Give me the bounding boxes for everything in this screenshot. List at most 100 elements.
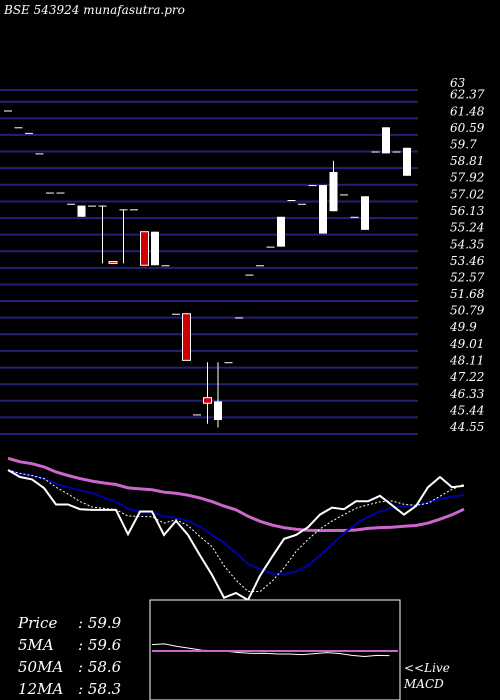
candle-body [403, 147, 411, 176]
y-tick-label: 57.92 [450, 171, 484, 185]
y-tick-label: 49.9 [449, 320, 477, 334]
candle-body [140, 231, 149, 266]
y-tick-label: 58.81 [450, 154, 484, 168]
y-tick-label: 63 [450, 76, 466, 90]
candle [140, 231, 149, 266]
macd-panel [149, 599, 401, 700]
candle-body [214, 401, 222, 421]
y-tick-label: 56.13 [450, 204, 485, 218]
candle-body [256, 265, 264, 267]
candle-body [130, 209, 138, 211]
stat-key: 12MA [18, 680, 64, 698]
candle-body [245, 274, 254, 276]
candle-body [361, 196, 369, 230]
stat-value: : 58.6 [78, 658, 122, 676]
y-tick-label: 46.33 [449, 387, 485, 401]
candle [319, 185, 327, 234]
candle [298, 203, 306, 205]
stat-row: 50MA: 58.6 [18, 656, 121, 678]
candle [266, 246, 275, 248]
candle [350, 216, 359, 218]
candle-body [382, 127, 390, 154]
ma-short-line [7, 469, 465, 593]
candle-body [151, 231, 159, 266]
macd-label: <<Live MACD [404, 660, 450, 692]
candle [224, 362, 233, 364]
y-tick-label: 52.57 [450, 270, 485, 284]
candle [403, 147, 411, 176]
candle [161, 265, 170, 267]
candle [151, 231, 159, 266]
y-tick-label: 60.59 [450, 121, 485, 135]
stat-value: : 59.6 [78, 636, 122, 654]
candle-body [182, 313, 191, 361]
candle [56, 192, 65, 194]
candle-body [35, 153, 44, 155]
candle-body [193, 414, 201, 416]
candle [182, 313, 191, 361]
candle [14, 127, 23, 129]
candle [46, 192, 54, 194]
ma-long-line [7, 456, 465, 533]
chart-title: BSE 543924 munafasutra.pro [4, 3, 185, 17]
stat-row: 12MA : 58.3 [18, 678, 121, 700]
candle [308, 185, 317, 187]
candle-body [392, 151, 401, 153]
candle-body [224, 362, 233, 364]
candle [119, 209, 128, 264]
y-tick-label: 44.55 [449, 420, 484, 434]
candle [235, 317, 243, 319]
price-line [7, 469, 465, 602]
y-tick-label: 62.37 [450, 88, 485, 102]
y-tick-label: 49.01 [449, 337, 484, 351]
candle-body [287, 200, 296, 202]
candle [88, 205, 96, 207]
stat-value: : 58.3 [78, 680, 122, 698]
ma-mid-line [7, 469, 465, 576]
candle-body [298, 203, 306, 205]
candle [25, 132, 33, 134]
candle-body [56, 192, 65, 194]
candle-body [329, 172, 338, 212]
y-tick-label: 53.46 [450, 254, 485, 268]
macd-line [151, 643, 390, 658]
candle [277, 216, 285, 247]
macd-live-link[interactable]: <<Live [404, 661, 450, 675]
candle [245, 274, 254, 276]
candle [4, 110, 12, 112]
candle-body [308, 185, 317, 187]
candle [371, 151, 380, 153]
moving-average-lines [7, 456, 465, 602]
y-tick-label: 59.7 [450, 138, 477, 152]
price-gridlines [0, 89, 418, 435]
candle-body [25, 132, 33, 134]
candle-body [277, 216, 285, 247]
candle [98, 205, 107, 264]
stat-row: 5MA: 59.6 [18, 634, 121, 656]
candle [35, 153, 44, 155]
candle-body [340, 194, 348, 196]
candle-body [88, 205, 96, 207]
candle [382, 127, 390, 154]
candle-body [350, 216, 359, 218]
candle [172, 313, 180, 315]
y-tick-label: 55.24 [450, 221, 484, 235]
candles [4, 110, 411, 428]
candle-body [46, 192, 54, 194]
stat-key: Price [18, 614, 58, 632]
stat-value: : 59.9 [78, 614, 122, 632]
candle [130, 209, 138, 211]
candle-body [98, 205, 107, 207]
y-tick-label: 54.35 [450, 237, 484, 251]
y-tick-label: 50.79 [450, 304, 485, 318]
candle [256, 265, 264, 267]
y-tick-label: 57.02 [450, 187, 484, 201]
y-tick-label: 48.11 [449, 354, 484, 368]
candle-body [371, 151, 380, 153]
stats-panel: Price : 59.9 5MA: 59.6 50MA: 58.6 12MA : 58.3 [18, 612, 121, 700]
y-tick-label: 47.22 [449, 370, 484, 384]
candle-body [266, 246, 275, 248]
y-tick-label: 45.44 [449, 403, 484, 417]
